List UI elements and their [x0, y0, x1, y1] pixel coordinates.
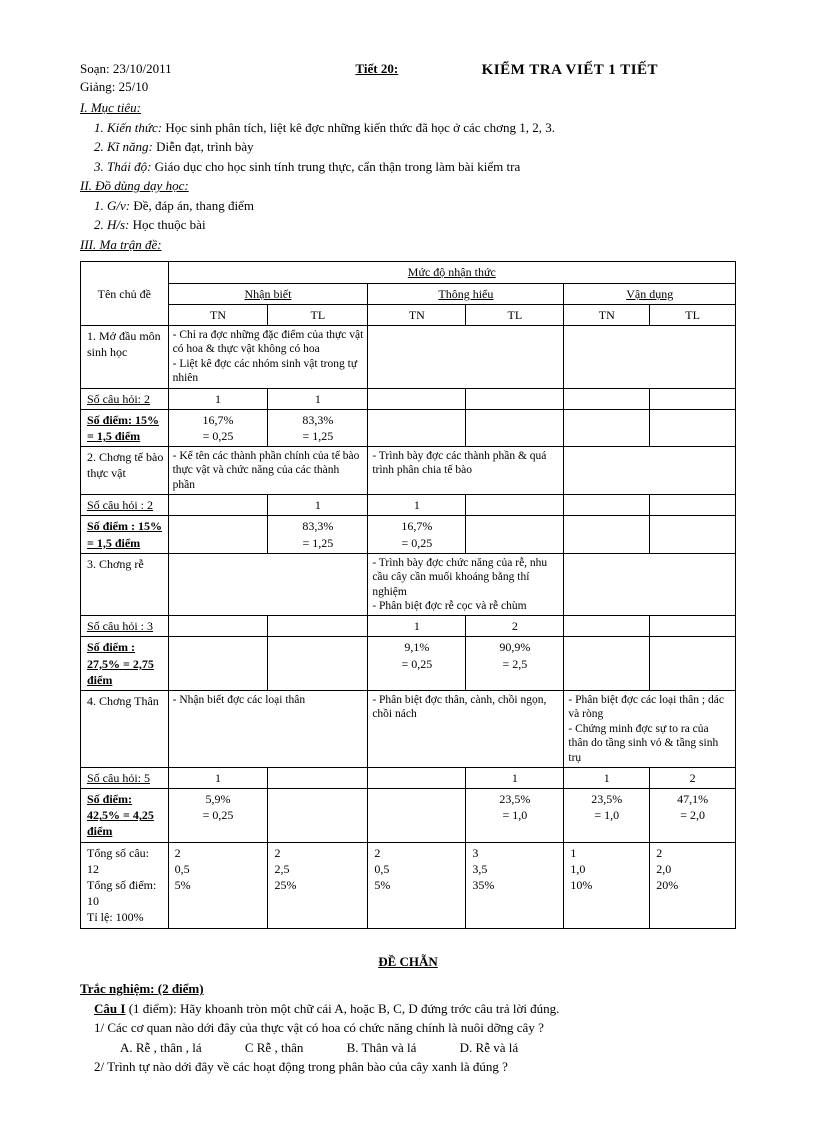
col-nb-tl: TL	[268, 304, 368, 325]
giang-date: Giảng: 25/10	[80, 78, 292, 96]
r4-th: - Phân biệt đ­ợc thân, cành, chồi ngọn, …	[368, 691, 564, 768]
r1-count-nbtn: 1	[168, 388, 268, 409]
q2-text: 2/ Trình tự nào d­ới đây về các hoạt độn…	[80, 1058, 736, 1076]
r4-score-vdtn: 23,5%= 1,0	[564, 789, 650, 843]
r1-nb: - Chỉ ra đ­ợc những đặc điểm của thực vậ…	[168, 326, 368, 389]
total-thtn: 20,55%	[368, 842, 466, 928]
r1-count-nbtl: 1	[268, 388, 368, 409]
ma-tran-heading: III. Ma trận đề:	[80, 236, 736, 254]
r4-score-vdtl: 47,1%= 2,0	[650, 789, 736, 843]
gv-line: 1. G/v: Đề, đáp án, thang điểm	[80, 197, 736, 215]
r2-nb: - Kể tên các thành phần chính của tế bào…	[168, 447, 368, 495]
tiet-label: Tiết 20:	[355, 61, 398, 76]
r4-count-thtl: 1	[466, 767, 564, 788]
q1-opt-b: B. Thân và lá	[347, 1039, 417, 1057]
r2-score-thtn: 16,7%= 0,25	[368, 516, 466, 553]
r2-count-label: Số câu hỏi : 2	[81, 495, 169, 516]
r2-th: - Trình bày đ­ợc các thành phần & quá tr…	[368, 447, 564, 495]
r4-score-thtl: 23,5%= 1,0	[466, 789, 564, 843]
col-th-tl: TL	[466, 304, 564, 325]
r2-count-thtn: 1	[368, 495, 466, 516]
r3-topic: 3. Ch­ơng rễ	[81, 553, 169, 616]
total-thtl: 33,535%	[466, 842, 564, 928]
r4-score-nbtn: 5,9%= 0,25	[168, 789, 268, 843]
q1-text: 1/ Các cơ quan nào d­ới đây của thực vật…	[80, 1019, 736, 1037]
r4-count-vdtl: 2	[650, 767, 736, 788]
do-dung-heading: II. Đồ dùng dạy học:	[80, 177, 736, 195]
r1-topic: 1. Mở đầu môn sinh học	[81, 326, 169, 389]
q1-opt-a: A. Rễ , thân , lá	[120, 1039, 202, 1057]
r3-score-thtn: 9,1%= 0,25	[368, 637, 466, 691]
total-vdtl: 22,020%	[650, 842, 736, 928]
r3-score-thtl: 90,9%= 2,5	[466, 637, 564, 691]
col-van-dung: Vận dụng	[564, 283, 736, 304]
r3-count-label: Số câu hỏi : 3	[81, 616, 169, 637]
total-label: Tổng số câu: 12Tổng số điểm: 10Tỉ lệ: 10…	[81, 842, 169, 928]
col-muc-do: Mức độ nhận thức	[168, 262, 735, 283]
thai-do-line: 3. Thái độ: Giáo dục cho học sinh tính t…	[80, 158, 736, 176]
r3-count-thtn: 1	[368, 616, 466, 637]
main-title: KIỂM TRA VIẾT 1 TIẾT	[482, 62, 658, 78]
total-nbtl: 22,525%	[268, 842, 368, 928]
r4-count-nbtn: 1	[168, 767, 268, 788]
soan-date: Soạn: 23/10/2011	[80, 60, 292, 78]
r2-score-nbtl: 83,3%= 1,25	[268, 516, 368, 553]
r2-count-nbtl: 1	[268, 495, 368, 516]
matrix-table: Tên chủ đề Mức độ nhận thức Nhận biết Th…	[80, 261, 736, 928]
r1-score-nbtn: 16,7%= 0,25	[168, 409, 268, 446]
col-th-tn: TN	[368, 304, 466, 325]
r4-vd: - Phân biệt đ­ợc các loại thân ; dác và …	[564, 691, 736, 768]
r4-count-label: Số câu hỏi: 5	[81, 767, 169, 788]
r4-nb: - Nhận biết đ­ợc các loại thân	[168, 691, 368, 768]
kien-thuc-line: 1. Kiến thức: Học sinh phân tích, liệt k…	[80, 119, 736, 137]
col-nhan-biet: Nhận biết	[168, 283, 368, 304]
r2-score-label: Số điểm : 15% = 1,5 điểm	[81, 516, 169, 553]
col-nb-tn: TN	[168, 304, 268, 325]
hs-line: 2. H/s: Học thuộc bài	[80, 216, 736, 234]
col-vd-tl: TL	[650, 304, 736, 325]
page-header: Soạn: 23/10/2011 Giảng: 25/10 Tiết 20: K…	[80, 60, 736, 95]
r4-count-vdtn: 1	[564, 767, 650, 788]
total-nbtn: 20,55%	[168, 842, 268, 928]
q1-opt-d: D. Rễ và lá	[460, 1039, 518, 1057]
q1-options: A. Rễ , thân , lá C Rễ , thân B. Thân và…	[80, 1039, 736, 1057]
muc-tieu-heading: I. Mục tiêu:	[80, 99, 736, 117]
q1-opt-c: C Rễ , thân	[245, 1039, 304, 1057]
col-ten-chu-de: Tên chủ đề	[81, 262, 169, 326]
r1-score-label: Số điểm: 15% = 1,5 điểm	[81, 409, 169, 446]
r2-topic: 2. Ch­ơng tế bào thực vật	[81, 447, 169, 495]
col-thong-hieu: Thông hiểu	[368, 283, 564, 304]
cau1-line: Câu I (1 điểm): Hãy khoanh tròn một chữ …	[80, 1000, 736, 1018]
r4-score-label: Số điểm: 42,5% = 4,25 điểm	[81, 789, 169, 843]
col-vd-tn: TN	[564, 304, 650, 325]
r1-count-label: Số câu hỏi: 2	[81, 388, 169, 409]
de-chan-heading: ĐỀ CHẴN	[80, 953, 736, 971]
r4-topic: 4. Ch­ơng Thân	[81, 691, 169, 768]
r3-score-label: Số điểm : 27,5% = 2,75 điểm	[81, 637, 169, 691]
trac-nghiem-heading: Trắc nghiệm: (2 điểm)	[80, 980, 736, 998]
ki-nang-line: 2. Kĩ năng: Diễn đạt, trình bày	[80, 138, 736, 156]
r3-count-thtl: 2	[466, 616, 564, 637]
r3-th: - Trình bày đ­ợc chức năng của rễ, nhu c…	[368, 553, 564, 616]
total-vdtn: 11,010%	[564, 842, 650, 928]
r1-score-nbtl: 83,3%= 1,25	[268, 409, 368, 446]
